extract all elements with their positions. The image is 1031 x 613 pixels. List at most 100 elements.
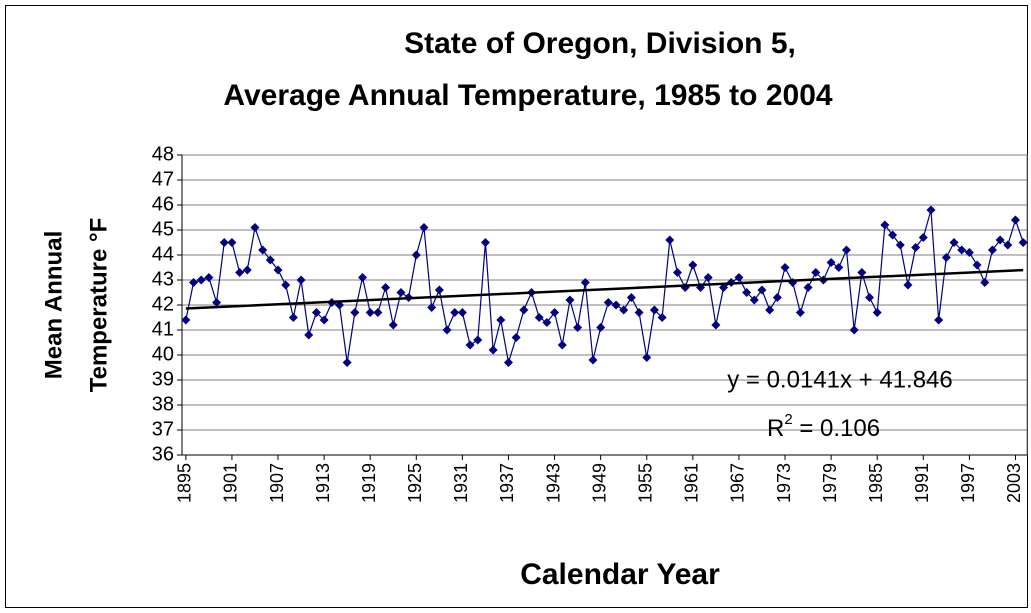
y-tick-label: 40 xyxy=(152,343,174,365)
y-tick-label: 37 xyxy=(152,418,174,440)
marker xyxy=(749,295,759,305)
marker xyxy=(665,235,675,245)
y-tick-label: 36 xyxy=(152,443,174,465)
marker xyxy=(980,278,990,287)
marker xyxy=(265,255,275,265)
marker xyxy=(219,238,229,247)
marker xyxy=(803,283,813,292)
marker xyxy=(811,268,821,277)
x-tick-label: 1919 xyxy=(359,463,379,503)
marker xyxy=(434,285,444,295)
marker xyxy=(204,273,214,282)
x-tick-label: 1961 xyxy=(682,463,702,503)
marker xyxy=(319,315,329,325)
y-tick-label: 48 xyxy=(152,143,174,165)
trendline xyxy=(185,268,1024,310)
y-tick-label: 46 xyxy=(152,193,174,215)
x-tick-label: 1901 xyxy=(221,463,241,503)
marker xyxy=(304,330,314,340)
marker xyxy=(542,318,552,327)
marker xyxy=(841,245,851,255)
y-tick-label: 43 xyxy=(152,268,174,290)
marker xyxy=(427,303,437,312)
x-tick-label: 1943 xyxy=(543,463,563,503)
marker xyxy=(381,283,391,292)
marker xyxy=(350,308,360,317)
marker xyxy=(964,248,974,257)
marker xyxy=(1010,215,1020,225)
marker xyxy=(795,308,805,317)
marker xyxy=(580,278,590,287)
marker xyxy=(903,280,913,290)
marker xyxy=(757,285,767,295)
marker xyxy=(657,313,667,322)
marker xyxy=(780,263,790,272)
marker xyxy=(711,320,721,330)
x-tick-label: 1907 xyxy=(267,463,287,503)
x-tick-label: 1955 xyxy=(636,463,656,503)
marker xyxy=(235,268,245,277)
marker xyxy=(373,308,383,317)
marker xyxy=(550,308,560,317)
marker xyxy=(534,313,544,322)
marker xyxy=(957,245,967,255)
marker xyxy=(358,273,368,282)
marker xyxy=(288,313,298,322)
marker xyxy=(857,268,867,277)
chart-title: Average Annual Temperature, 1985 to 2004 xyxy=(223,79,832,112)
marker xyxy=(911,243,921,252)
x-tick-label: 1931 xyxy=(451,463,471,503)
x-tick-label: 1997 xyxy=(958,463,978,503)
x-tick-label: 1913 xyxy=(313,463,333,503)
marker xyxy=(450,308,460,317)
marker xyxy=(181,315,191,325)
marker xyxy=(573,323,583,332)
marker xyxy=(588,355,598,365)
r-squared-exponent: 2 xyxy=(784,411,792,428)
marker xyxy=(765,305,775,315)
marker xyxy=(457,308,467,317)
marker xyxy=(227,238,237,247)
marker xyxy=(496,315,506,325)
marker xyxy=(642,353,652,362)
y-axis-label: Mean Annual xyxy=(40,231,67,379)
x-tick-label: 1967 xyxy=(728,463,748,503)
marker xyxy=(611,300,621,310)
marker xyxy=(419,223,429,232)
marker xyxy=(273,265,283,275)
r-squared-symbol: R xyxy=(767,415,784,442)
marker xyxy=(941,253,951,262)
marker xyxy=(895,240,905,250)
marker xyxy=(242,265,252,275)
marker xyxy=(634,308,644,317)
marker xyxy=(565,295,575,305)
marker xyxy=(411,250,421,260)
marker xyxy=(849,325,859,335)
marker xyxy=(396,288,406,297)
marker xyxy=(488,345,498,355)
marker xyxy=(465,340,475,350)
marker xyxy=(442,325,452,335)
marker xyxy=(1018,238,1028,247)
marker xyxy=(826,258,836,267)
x-tick-label: 1979 xyxy=(820,463,840,503)
marker xyxy=(772,293,782,302)
marker xyxy=(649,305,659,315)
marker xyxy=(196,275,206,285)
marker xyxy=(865,293,875,302)
y-tick-label: 47 xyxy=(152,168,174,190)
chart-title: State of Oregon, Division 5, xyxy=(404,27,796,60)
marker xyxy=(626,293,636,302)
marker xyxy=(212,298,222,307)
marker xyxy=(949,238,959,247)
marker xyxy=(480,238,490,247)
y-axis-label: Temperature °F xyxy=(85,218,112,393)
marker xyxy=(987,245,997,255)
x-tick-label: 1925 xyxy=(405,463,425,503)
x-tick-label: 1895 xyxy=(175,463,195,503)
x-tick-label: 2003 xyxy=(1004,463,1024,503)
marker xyxy=(834,263,844,272)
marker xyxy=(281,280,291,290)
marker xyxy=(734,273,744,282)
marker xyxy=(619,305,629,315)
